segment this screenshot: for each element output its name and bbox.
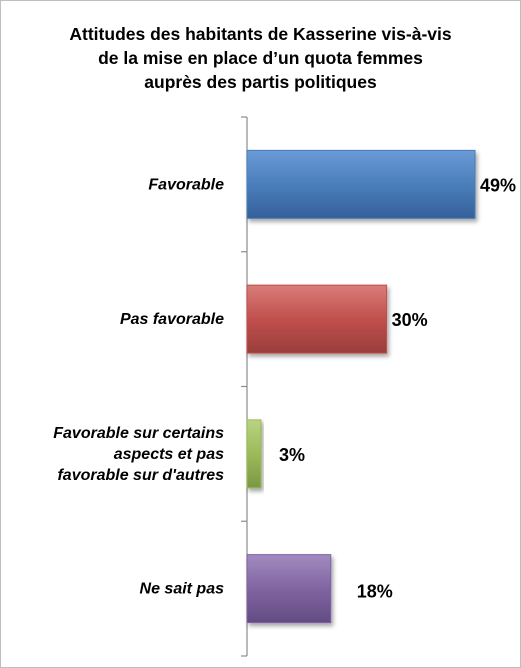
- category-label-line: aspects et pas: [114, 446, 224, 463]
- category-label-line: Pas favorable: [120, 311, 224, 328]
- category-label-line: Favorable: [148, 176, 224, 193]
- category-label-4: Ne sait pas: [140, 581, 225, 598]
- category-label-line: Favorable sur certains: [53, 425, 224, 442]
- bar-4: [246, 554, 332, 624]
- category-label-3: Favorable sur certains aspects et pas favo…: [53, 425, 224, 484]
- bar-2: [246, 284, 388, 354]
- value-label-3: 3%: [279, 445, 305, 465]
- category-label-2: Pas favorable: [120, 311, 224, 328]
- category-label-line: Ne sait pas: [140, 581, 225, 598]
- value-label-1: 49%: [480, 175, 516, 195]
- chart-title: Attitudes des habitants de Kasserine vis…: [0, 22, 521, 94]
- value-label-2: 30%: [392, 310, 428, 330]
- category-label-1: Favorable: [148, 176, 224, 193]
- category-label-line: favorable sur d'autres: [57, 467, 224, 484]
- chart-title-line-1: Attitudes des habitants de Kasserine vis…: [69, 24, 452, 44]
- chart-title-line-3: auprès des partis politiques: [144, 72, 377, 92]
- chart-title-line-2: de la mise en place d’un quota femmes: [98, 48, 423, 68]
- bar-1: [246, 149, 476, 219]
- bar-3: [246, 419, 262, 489]
- value-label-4: 18%: [357, 582, 393, 602]
